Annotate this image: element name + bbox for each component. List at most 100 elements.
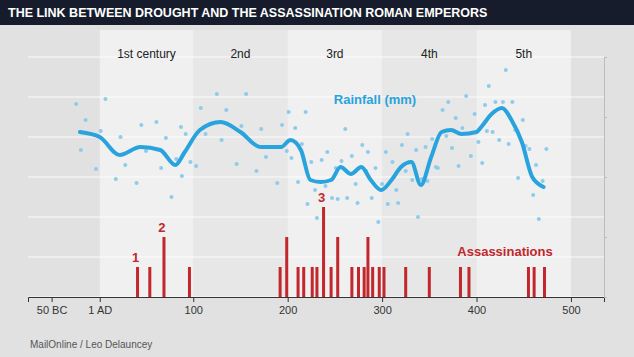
rainfall-point	[404, 169, 408, 173]
rainfall-point	[123, 163, 127, 167]
assassination-bar	[527, 267, 530, 297]
band-label: 4th	[421, 47, 438, 61]
assassination-bar	[404, 267, 407, 297]
rainfall-point	[541, 179, 545, 183]
rainfall-point	[215, 92, 219, 96]
rainfall-point	[305, 202, 309, 206]
rainfall-point	[184, 132, 188, 136]
x-tick-label: 500	[562, 304, 580, 316]
assassination-bar	[188, 267, 191, 297]
y2-tick-mark	[604, 237, 607, 238]
x-axis-line	[29, 298, 605, 303]
title-bar	[0, 0, 634, 25]
rainfall-point	[325, 150, 329, 154]
assassination-bar	[543, 267, 546, 297]
rainfall-point	[323, 184, 327, 188]
assassination-bar	[322, 207, 325, 297]
rainfall-point	[497, 138, 501, 142]
rainfall-point	[446, 100, 450, 104]
rainfall-point	[390, 160, 394, 164]
x-tick: 300	[373, 297, 391, 316]
annotation: 1	[132, 250, 139, 265]
assassination-bar	[162, 237, 165, 297]
background	[0, 0, 634, 357]
assassination-bar	[302, 267, 305, 297]
rainfall-point	[504, 68, 508, 72]
assassination-bar	[311, 267, 314, 297]
rainfall-point	[516, 176, 520, 180]
assassination-bar	[378, 267, 381, 297]
rainfall-point	[491, 130, 495, 134]
rainfall-point	[507, 142, 511, 146]
rainfall-point	[309, 160, 313, 164]
rainfall-point	[366, 150, 370, 154]
rainfall-point	[493, 100, 497, 104]
rainfall-point	[345, 196, 349, 200]
rainfall-point	[343, 127, 347, 131]
y2-tick-mark	[604, 57, 607, 58]
assassination-bar	[350, 267, 353, 297]
rainfall-point	[424, 145, 428, 149]
x-tick-mark	[477, 297, 478, 302]
x-tick-mark	[571, 297, 572, 302]
rainfall-point	[350, 154, 354, 158]
rainfall-point	[480, 161, 484, 165]
rainfall-point	[315, 216, 319, 220]
rainfall-point	[537, 217, 541, 221]
assassination-bar	[315, 267, 318, 297]
rainfall-point	[320, 158, 324, 162]
x-tick-mark	[52, 297, 53, 302]
rainfall-point	[103, 97, 107, 101]
rainfall-point	[244, 92, 248, 96]
x-tick: 400	[468, 297, 486, 316]
x-axis: 50 BC1 AD100200300400500	[29, 297, 605, 316]
rainfall-point	[464, 94, 468, 98]
series-label: Assassinations	[457, 244, 552, 259]
assassination-bar	[467, 267, 470, 297]
rainfall-point	[360, 143, 364, 147]
source: MailOnline / Leo Delauncey	[30, 339, 152, 350]
rainfall-point	[139, 123, 143, 127]
series-label: Rainfall (mm)	[334, 92, 416, 107]
rainfall-point	[339, 159, 343, 163]
band-label: 3rd	[326, 47, 343, 61]
rainfall-point	[394, 188, 398, 192]
assassination-bar	[285, 237, 288, 297]
y2-tick	[604, 57, 607, 58]
rainfall-point	[280, 123, 284, 127]
y2-axis	[604, 58, 607, 298]
assassination-bar	[136, 267, 139, 297]
rainfall-point	[259, 127, 263, 131]
rainfall-point	[501, 100, 505, 104]
rainfall-point	[114, 177, 118, 181]
rainfall-point	[330, 196, 334, 200]
grid-line	[28, 137, 604, 138]
y2-tick	[604, 237, 607, 238]
rainfall-point	[370, 196, 374, 200]
rainfall-point	[194, 164, 198, 168]
rainfall-point	[84, 118, 88, 122]
x-tick-label: 1 AD	[88, 304, 112, 316]
x-tick: 50 BC	[37, 297, 68, 316]
assassination-bar	[330, 267, 333, 297]
rainfall-point	[473, 112, 477, 116]
rainfall-point	[235, 162, 239, 166]
rainfall-point	[169, 195, 173, 199]
x-tick-label: 100	[185, 304, 203, 316]
rainfall-point	[304, 110, 308, 114]
y2-tick	[604, 177, 607, 178]
band-label: 2nd	[230, 47, 250, 61]
x-tick-mark	[382, 297, 383, 302]
assassination-bar	[533, 267, 536, 297]
rainfall-point	[454, 116, 458, 120]
x-tick: 500	[562, 297, 580, 316]
plot-area	[74, 68, 548, 297]
chart: 1st century2nd3rd4th5th50 BC1 AD10020030…	[0, 0, 634, 357]
assassination-bar	[382, 267, 385, 297]
rainfall-point	[220, 138, 224, 142]
assassination-bar	[366, 237, 369, 297]
x-tick-label: 400	[468, 304, 486, 316]
rainfall-point	[285, 149, 289, 153]
scatter-series	[74, 68, 548, 224]
rainfall-point	[460, 126, 464, 130]
